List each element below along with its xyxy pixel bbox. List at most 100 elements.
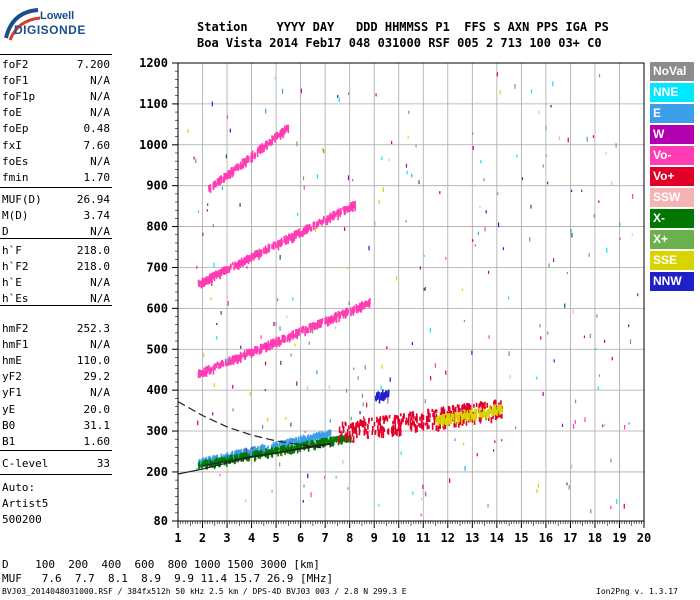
- param-name: yE: [2, 402, 16, 416]
- echo-point: [500, 400, 502, 407]
- echo-point: [265, 141, 268, 147]
- echo-point: [211, 276, 213, 284]
- noise-point: [571, 464, 573, 469]
- echo-point: [240, 257, 243, 262]
- polarization-legend: NoVal NNE E W Vo- Vo+ SSW X- X+ SSE NNW: [650, 62, 694, 293]
- noise-point: [501, 439, 503, 442]
- echo-point: [353, 204, 356, 209]
- noise-point: [329, 419, 331, 423]
- echo-point: [275, 133, 278, 140]
- echo-point: [212, 366, 215, 372]
- echo-point: [231, 454, 233, 459]
- echo-point: [382, 415, 384, 421]
- echo-point: [260, 249, 263, 257]
- echo-point: [250, 448, 252, 453]
- param-row: yF2 29.2: [2, 370, 110, 385]
- echo-point: [215, 182, 218, 187]
- noise-point: [615, 143, 617, 148]
- echo-point: [221, 360, 223, 366]
- echo-point: [493, 410, 496, 416]
- echo-point: [317, 441, 320, 447]
- echo-point: [392, 420, 394, 425]
- echo-point: [412, 419, 414, 426]
- noise-point: [258, 251, 260, 254]
- echo-point: [355, 422, 357, 429]
- echo-point: [394, 414, 396, 418]
- noise-point: [240, 345, 242, 349]
- echo-point: [402, 416, 404, 423]
- echo-point: [224, 173, 227, 178]
- echo-point: [203, 277, 206, 281]
- echo-point: [355, 426, 358, 433]
- echo-point: [460, 417, 463, 425]
- echo-point: [427, 409, 430, 415]
- echo-point: [238, 262, 240, 269]
- param-row: foEp 0.48: [2, 122, 110, 137]
- noise-point: [328, 385, 330, 389]
- echo-point: [317, 433, 319, 440]
- echo-point: [354, 200, 356, 208]
- echo-point: [450, 410, 453, 416]
- echo-point: [290, 235, 292, 240]
- autoscaling-label: Auto:: [2, 481, 36, 494]
- noise-point: [529, 237, 531, 242]
- param-value: N/A: [90, 225, 110, 239]
- param-row: h`E N/A: [2, 276, 110, 291]
- noise-point: [200, 460, 202, 465]
- echo-point: [258, 147, 261, 153]
- echo-point: [440, 415, 443, 420]
- echo-point: [363, 303, 366, 310]
- echo-point: [409, 411, 411, 415]
- echo-point: [269, 343, 271, 351]
- echo-point: [395, 415, 398, 419]
- echo-point: [493, 407, 495, 413]
- noise-point: [545, 125, 547, 131]
- echo-point: [276, 443, 279, 448]
- echo-point: [283, 128, 286, 133]
- noise-point: [216, 322, 218, 326]
- echo-point: [344, 312, 347, 319]
- echo-point: [272, 442, 275, 449]
- echo-point: [348, 425, 350, 430]
- echo-point: [218, 364, 220, 369]
- echo-point: [500, 406, 503, 413]
- noise-point: [472, 132, 474, 135]
- echo-point: [499, 413, 502, 418]
- echo-point: [399, 421, 402, 427]
- echo-point: [253, 253, 255, 261]
- echo-point: [352, 309, 355, 316]
- noise-point: [494, 440, 496, 443]
- echo-point: [245, 257, 248, 264]
- echo-point: [247, 449, 250, 454]
- echo-point: [332, 317, 335, 322]
- echo-point: [268, 138, 271, 143]
- noise-point: [219, 474, 221, 477]
- echo-point: [309, 436, 311, 443]
- echo-point: [452, 405, 455, 413]
- echo-point: [201, 370, 204, 377]
- echo-point: [250, 252, 253, 260]
- noise-point: [628, 422, 630, 425]
- echo-point: [413, 421, 416, 427]
- echo-point: [367, 423, 369, 430]
- echo-point: [259, 249, 262, 257]
- echo-point: [321, 431, 324, 439]
- echo-point: [385, 390, 388, 397]
- noise-point: [484, 227, 486, 232]
- echo-point: [345, 308, 347, 315]
- echo-point: [280, 237, 283, 241]
- echo-point: [214, 270, 217, 275]
- echo-point: [360, 419, 363, 427]
- noise-point: [232, 384, 234, 389]
- echo-point: [227, 170, 230, 178]
- noise-point: [387, 400, 389, 404]
- echo-point: [270, 447, 273, 452]
- echo-point: [208, 369, 211, 375]
- noise-point: [480, 410, 482, 413]
- noise-point: [598, 200, 600, 203]
- ionogram-chart: 1 2 3 4 5 6 7 8 9 10 11 12 13 14 15 16 17 18 19 20802003004…: [139, 56, 651, 545]
- echo-point: [394, 424, 397, 430]
- noise-point: [262, 424, 264, 429]
- noise-point: [337, 95, 339, 98]
- legend-item-nnw: NNW: [650, 272, 694, 291]
